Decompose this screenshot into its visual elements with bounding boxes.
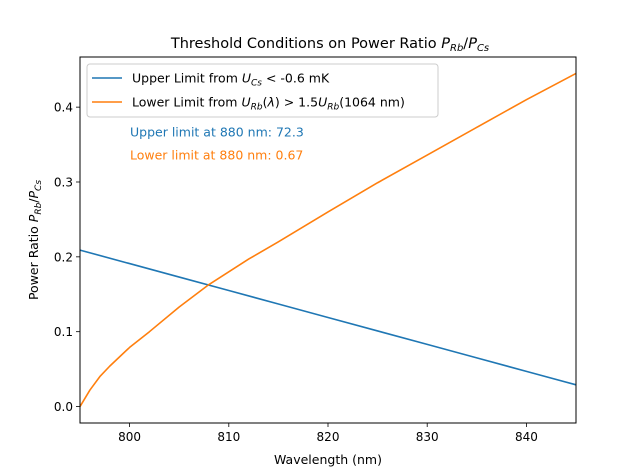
x-tick-label: 820	[317, 430, 340, 444]
x-tick-label: 830	[416, 430, 439, 444]
legend-label-upper: Upper Limit from UCs < -0.6 mK	[132, 71, 330, 89]
series-line-lower-limit	[79, 72, 577, 407]
series-line-upper-limit	[79, 249, 577, 386]
y-tick-label: 0.0	[54, 400, 73, 414]
legend: Upper Limit from UCs < -0.6 mK Lower Lim…	[86, 63, 439, 118]
annotation-upper-limit: Upper limit at 880 nm: 72.3	[130, 125, 304, 140]
x-tick-label: 800	[118, 430, 141, 444]
y-axis-ticks: 0.0 0.1 0.2 0.3 0.4	[54, 101, 80, 414]
y-tick-label: 0.1	[54, 325, 73, 339]
x-tick-label: 840	[515, 430, 538, 444]
chart-title: Threshold Conditions on Power Ratio PRb/…	[170, 36, 489, 54]
x-axis-ticks: 800 810 820 830 840	[118, 423, 538, 444]
annotation-lower-limit: Lower limit at 880 nm: 0.67	[130, 148, 303, 163]
y-tick-label: 0.2	[54, 250, 73, 264]
legend-box	[86, 63, 439, 118]
x-axis-label: Wavelength (nm)	[274, 452, 382, 467]
y-tick-label: 0.4	[54, 101, 73, 115]
y-tick-label: 0.3	[54, 175, 73, 189]
x-tick-label: 810	[217, 430, 240, 444]
series-layer	[79, 72, 577, 407]
